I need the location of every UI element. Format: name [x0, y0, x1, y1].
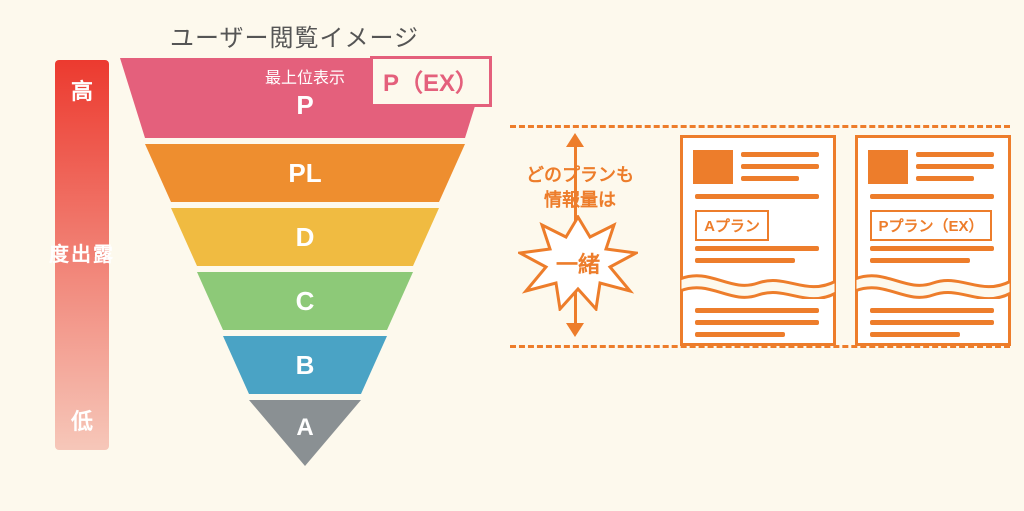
- dashed-line-top: [510, 125, 1010, 128]
- doc-a: Aプラン: [680, 135, 836, 346]
- info-equal-panel: どのプランも 情報量は 一緒 Aプラン Pプラン（EX）: [510, 125, 1020, 355]
- tier-p-subtitle: 最上位表示: [265, 64, 345, 88]
- doc-a-plan: Aプラン: [695, 210, 769, 241]
- tier-p: 最上位表示 P P（EX）: [120, 58, 490, 138]
- tier-d: D: [171, 208, 439, 266]
- tier-c: C: [197, 272, 413, 330]
- page-break-icon: [680, 273, 836, 299]
- page-break-icon: [855, 273, 1011, 299]
- tier-p-label: P: [296, 90, 313, 121]
- tier-p-ex: P（EX）: [370, 56, 492, 107]
- burst-text: 一緒: [556, 247, 600, 279]
- doc-p-plan: Pプラン（EX）: [870, 210, 992, 241]
- doc-p-ex: Pプラン（EX）: [855, 135, 1011, 346]
- equal-message: どのプランも 情報量は: [510, 163, 650, 213]
- tier-b: B: [223, 336, 387, 394]
- gauge-high: 高: [71, 74, 93, 106]
- burst-badge: 一緒: [528, 233, 628, 293]
- tier-a: A: [249, 400, 361, 466]
- doc-thumb-icon: [693, 150, 733, 184]
- gauge-label: 露 出 度: [49, 235, 115, 275]
- tier-pl: PL: [145, 144, 465, 202]
- gauge-low: 低: [71, 404, 93, 436]
- diagram-title: ユーザー閲覧イメージ: [170, 18, 419, 53]
- exposure-gauge: 高 露 出 度 低: [55, 60, 109, 450]
- funnel: 最上位表示 P P（EX） PL D C B A: [120, 58, 490, 472]
- doc-thumb-icon: [868, 150, 908, 184]
